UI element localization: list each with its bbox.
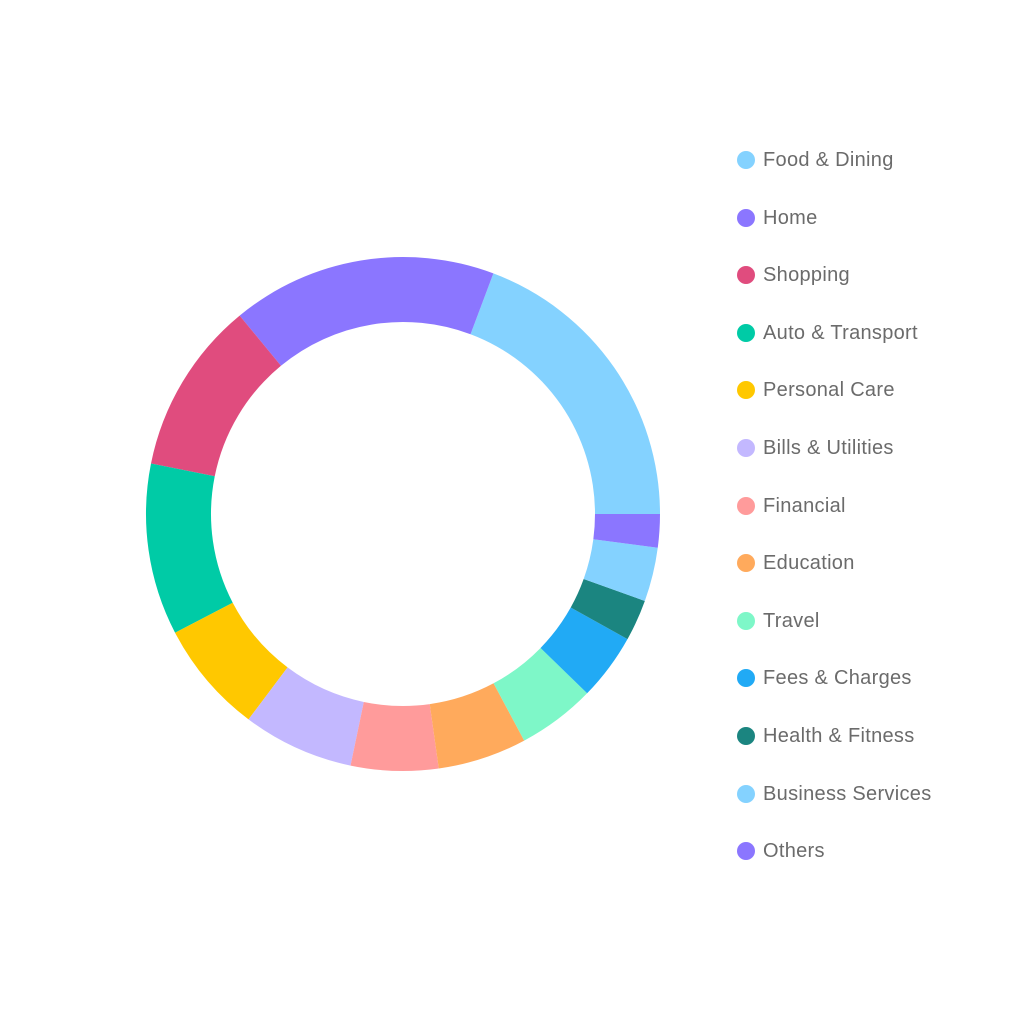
legend-label: Food & Dining bbox=[763, 149, 894, 171]
legend-dot-icon bbox=[737, 496, 755, 515]
legend-label: Financial bbox=[763, 494, 846, 517]
legend-dot-icon bbox=[737, 381, 755, 400]
legend-item[interactable]: Education bbox=[737, 549, 932, 607]
legend-label: Health & Fitness bbox=[763, 724, 915, 747]
slice-business-services[interactable] bbox=[583, 539, 658, 601]
legend-label: Others bbox=[763, 840, 825, 863]
legend-item[interactable]: Others bbox=[737, 837, 932, 895]
legend-item[interactable]: Personal Care bbox=[737, 376, 932, 434]
legend-label: Shopping bbox=[763, 264, 850, 287]
legend-item[interactable]: Auto & Transport bbox=[737, 319, 932, 377]
legend-item[interactable]: Financial bbox=[737, 492, 932, 550]
slice-auto-transport[interactable] bbox=[146, 463, 233, 633]
slice-shopping[interactable] bbox=[151, 315, 281, 477]
slice-bills-utilities[interactable] bbox=[248, 667, 364, 766]
chart-legend: Food & Dining Home Shopping Auto & Transpor… bbox=[737, 146, 932, 895]
legend-label: Home bbox=[763, 206, 818, 229]
legend-dot-icon bbox=[737, 611, 755, 630]
legend-label: Bills & Utilities bbox=[763, 436, 894, 459]
legend-label: Fees & Charges bbox=[763, 667, 912, 690]
legend-item[interactable]: Travel bbox=[737, 607, 932, 665]
slice-financial[interactable] bbox=[350, 701, 439, 771]
legend-dot-icon bbox=[737, 669, 755, 688]
legend-label: Travel bbox=[763, 609, 820, 632]
legend-label: Education bbox=[763, 552, 855, 575]
legend-label: Auto & Transport bbox=[763, 321, 918, 344]
slice-food-dining[interactable] bbox=[470, 273, 660, 514]
slice-health-fitness[interactable] bbox=[570, 578, 645, 640]
legend-dot-icon bbox=[737, 323, 755, 342]
legend-dot-icon bbox=[737, 784, 755, 803]
legend-dot-icon bbox=[737, 842, 755, 861]
legend-item[interactable]: Fees & Charges bbox=[737, 664, 932, 722]
legend-label: Personal Care bbox=[763, 379, 895, 402]
legend-item[interactable]: Bills & Utilities bbox=[737, 434, 932, 492]
slice-fees-charges[interactable] bbox=[540, 607, 628, 694]
legend-dot-icon bbox=[737, 208, 755, 227]
legend-dot-icon bbox=[737, 554, 755, 573]
legend-item[interactable]: Shopping bbox=[737, 261, 932, 319]
legend-item[interactable]: Food & Dining bbox=[737, 146, 932, 204]
slice-travel[interactable] bbox=[493, 647, 588, 741]
legend-item[interactable]: Health & Fitness bbox=[737, 722, 932, 780]
legend-dot-icon bbox=[737, 151, 755, 169]
legend-dot-icon bbox=[737, 266, 755, 285]
legend-dot-icon bbox=[737, 726, 755, 745]
legend-item[interactable]: Business Services bbox=[737, 780, 932, 838]
slice-personal-care[interactable] bbox=[175, 602, 288, 720]
slice-education[interactable] bbox=[429, 683, 525, 769]
legend-item[interactable]: Home bbox=[737, 204, 932, 262]
slice-home[interactable] bbox=[239, 257, 494, 366]
legend-label: Business Services bbox=[763, 782, 932, 805]
legend-dot-icon bbox=[737, 438, 755, 457]
slice-others[interactable] bbox=[593, 514, 660, 548]
